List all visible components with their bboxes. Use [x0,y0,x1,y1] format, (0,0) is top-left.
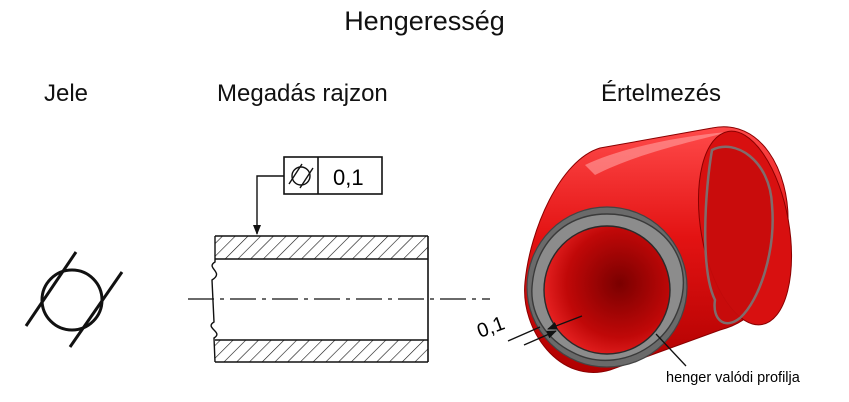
feature-control-frame: 0,1 [283,156,383,195]
page-title: Hengeresség [344,6,505,36]
column-heading-drawing: Megadás rajzon [217,80,388,107]
cylinder-3d-view: 0,1 henger valódi profilja [474,126,801,386]
column-heading-symbol: Jele [44,80,89,107]
tolerance-zone-label: 0,1 [474,313,508,343]
inner-tolerance-circle [543,225,671,355]
profile-label: henger valódi profilja [666,370,801,386]
tolerance-value: 0,1 [333,165,364,190]
tube-section-view [188,235,490,363]
column-heading-interpretation: Értelmezés [601,80,722,107]
cylindricity-icon [288,163,314,189]
leader-line [253,175,284,235]
cylindricity-symbol-icon [24,251,124,348]
profile-leader [655,333,687,367]
